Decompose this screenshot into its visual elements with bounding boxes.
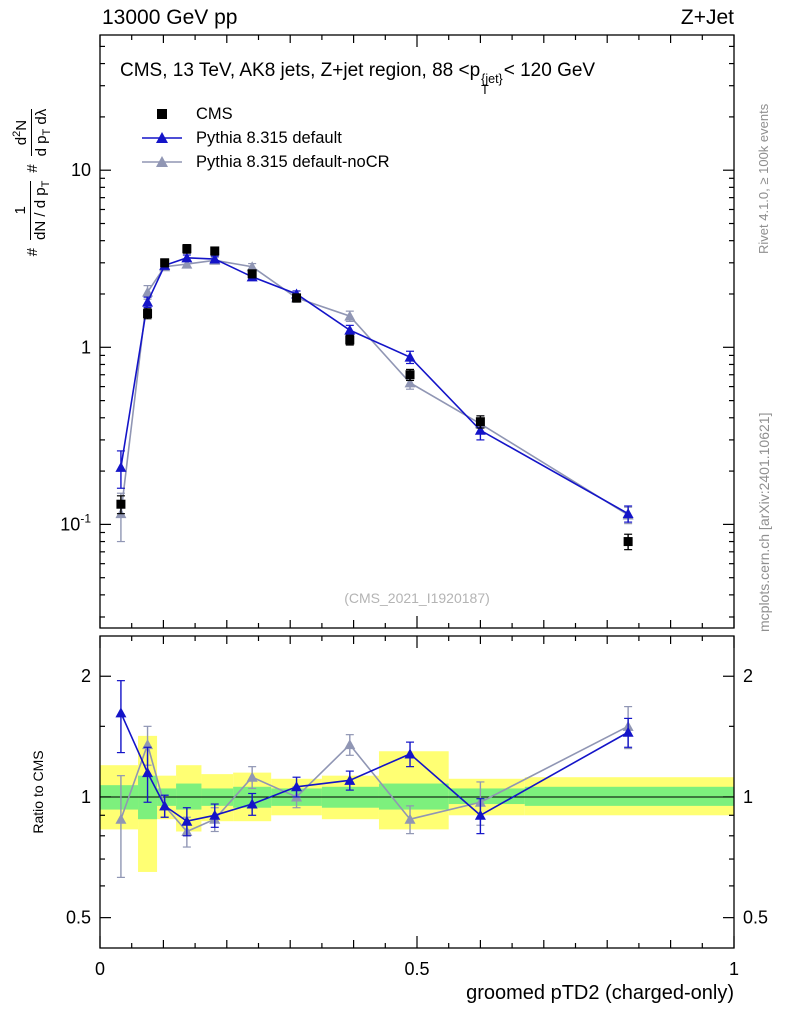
ylabel-frac2-den-sub: T: [41, 128, 53, 136]
ylabel-frac1-numerator: 1: [12, 180, 31, 240]
ylabel-hash-2: #: [23, 164, 41, 173]
ylabel-frac2-num-text: d: [13, 136, 30, 146]
rivet-version-credit: Rivet 4.1.0, ≥ 100k events: [756, 103, 771, 254]
legend-label-pythia-default: Pythia 8.315 default: [196, 128, 342, 147]
legend-item-cms: CMS: [140, 102, 390, 126]
legend-marker-pythia-default-icon: [142, 132, 182, 143]
plot-title-sub: T: [481, 83, 489, 97]
series-pythia-8-315-default: [115, 680, 634, 837]
mcplots-arxiv-credit: mcplots.cern.ch [arXiv:2401.10621]: [756, 412, 772, 632]
axis-ticks: [99, 35, 735, 948]
ylabel-frac2-numerator: d2N: [11, 108, 32, 157]
legend-label-pythia-nocr: Pythia 8.315 default-noCR: [196, 152, 390, 171]
svg-text:0.5: 0.5: [743, 908, 768, 928]
series-pythia-8-315-default: [115, 252, 634, 523]
analysis-id-watermark: (CMS_2021_I1920187): [344, 590, 490, 606]
svg-text:10: 10: [71, 160, 91, 180]
svg-text:2: 2: [743, 666, 753, 686]
series-pythia-8-315-default-nocr: [115, 254, 634, 543]
ylabel-frac2-den-text: d p: [33, 135, 50, 157]
ylabel-frac2-denominator: d pT dλ: [32, 109, 53, 157]
svg-text:1: 1: [81, 337, 91, 357]
svg-text:1: 1: [729, 959, 739, 979]
ratio-y-axis-label: Ratio to CMS: [30, 750, 46, 834]
ylabel-frac2-num-sup: 2: [11, 130, 23, 137]
plot-title-sup: {jet}: [481, 72, 503, 86]
tick-labels: 0 0.5 1 10 1 10-1 0.5 0.5 1 1 2 2: [60, 160, 768, 979]
main-y-axis-label: # 1 dN / d pT # d2N d pT dλ: [6, 35, 58, 330]
ratio-uncertainty-bands: [100, 735, 734, 872]
ylabel-frac1-denominator: dN / d pT: [31, 181, 52, 240]
ylabel-frac2-den-text2: dλ: [33, 108, 50, 129]
pt-jet-supsub: {jet} T: [481, 72, 503, 97]
ylabel-frac1-den-text: dN / d p: [32, 187, 49, 240]
ylabel-hash-1: #: [23, 247, 41, 257]
legend-item-pythia-nocr: Pythia 8.315 default-noCR: [140, 150, 390, 174]
beam-energy-label: 13000 GeV pp: [102, 6, 238, 29]
ylabel-fraction-2: d2N d pT dλ: [11, 108, 53, 157]
legend-marker-pythia-nocr-icon: [142, 156, 182, 167]
svg-text:0: 0: [95, 959, 105, 979]
plot-title: CMS, 13 TeV, AK8 jets, Z+jet region, 88 …: [120, 60, 595, 96]
legend-marker-cms-icon: [157, 109, 167, 119]
svg-text:1: 1: [743, 787, 753, 807]
svg-text:0.5: 0.5: [404, 959, 429, 979]
plot-title-text-end: < 120 GeV: [503, 60, 596, 81]
legend-item-pythia-default: Pythia 8.315 default: [140, 126, 390, 150]
ylabel-frac1-den-sub: T: [40, 180, 52, 188]
ylabel-fraction-1: 1 dN / d pT: [12, 180, 52, 240]
plot-title-text: CMS, 13 TeV, AK8 jets, Z+jet region, 88 …: [120, 60, 481, 81]
legend: CMS Pythia 8.315 default Pythia 8.315 de…: [140, 102, 390, 174]
svg-text:1: 1: [81, 787, 91, 807]
svg-text:0.5: 0.5: [66, 908, 91, 928]
ylabel-frac2-num-text2: N: [13, 119, 30, 131]
legend-label-cms: CMS: [196, 104, 233, 123]
process-label: Z+Jet: [680, 6, 734, 29]
svg-text:2: 2: [81, 666, 91, 686]
series-cms: [116, 244, 633, 551]
svg-text:10-1: 10-1: [60, 511, 91, 534]
x-axis-title: groomed pTD2 (charged-only): [466, 982, 734, 1004]
